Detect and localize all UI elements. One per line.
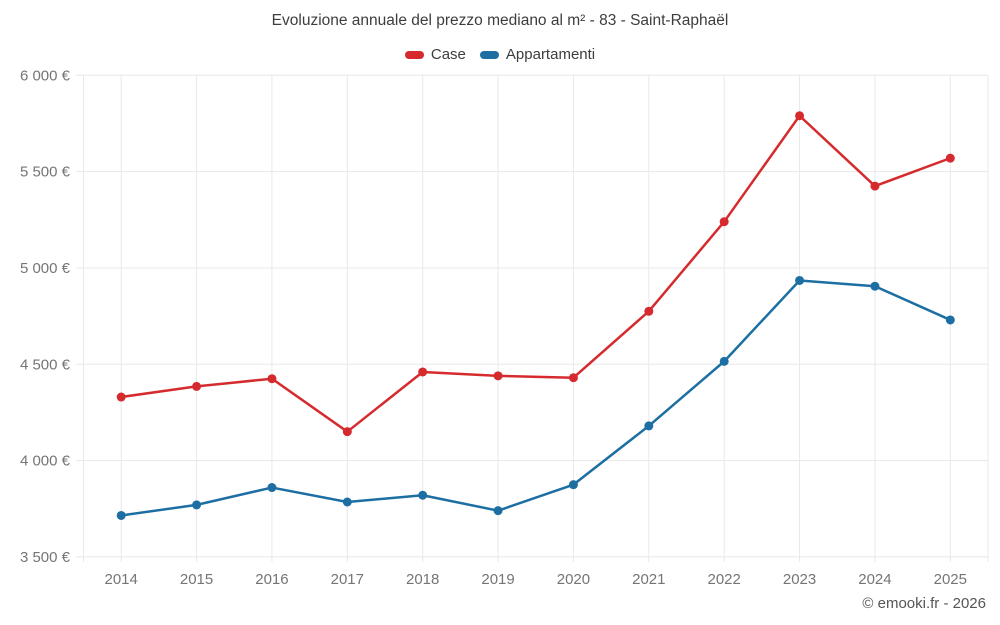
appartamenti-series-swatch-icon <box>479 50 499 59</box>
attribution-watermark: © emooki.fr - 2026 <box>862 595 986 612</box>
svg-text:2014: 2014 <box>105 571 138 588</box>
svg-text:2016: 2016 <box>255 571 288 588</box>
svg-text:2022: 2022 <box>708 571 741 588</box>
svg-text:2015: 2015 <box>180 571 213 588</box>
legend-label-case: Case <box>430 46 466 63</box>
svg-text:2019: 2019 <box>481 571 514 588</box>
svg-text:5 000 €: 5 000 € <box>20 260 71 277</box>
case-series-swatch-icon <box>404 50 424 59</box>
svg-text:2024: 2024 <box>858 571 891 588</box>
svg-text:4 500 €: 4 500 € <box>20 356 71 373</box>
svg-text:2025: 2025 <box>934 571 967 588</box>
legend-item-case[interactable]: Case <box>404 46 466 63</box>
legend-label-appartamenti: Appartamenti <box>505 46 596 63</box>
svg-text:4 000 €: 4 000 € <box>20 453 71 470</box>
svg-text:2021: 2021 <box>632 571 665 588</box>
svg-text:2023: 2023 <box>783 571 816 588</box>
svg-text:3 500 €: 3 500 € <box>20 549 71 566</box>
svg-text:2017: 2017 <box>331 571 364 588</box>
legend: Case Appartamenti <box>0 46 1000 63</box>
svg-text:6 000 €: 6 000 € <box>20 67 71 84</box>
svg-text:2018: 2018 <box>406 571 439 588</box>
chart-title: Evoluzione annuale del prezzo mediano al… <box>271 12 729 29</box>
svg-text:2020: 2020 <box>557 571 590 588</box>
legend-item-appartamenti[interactable]: Appartamenti <box>479 46 596 63</box>
svg-text:5 500 €: 5 500 € <box>20 164 71 181</box>
